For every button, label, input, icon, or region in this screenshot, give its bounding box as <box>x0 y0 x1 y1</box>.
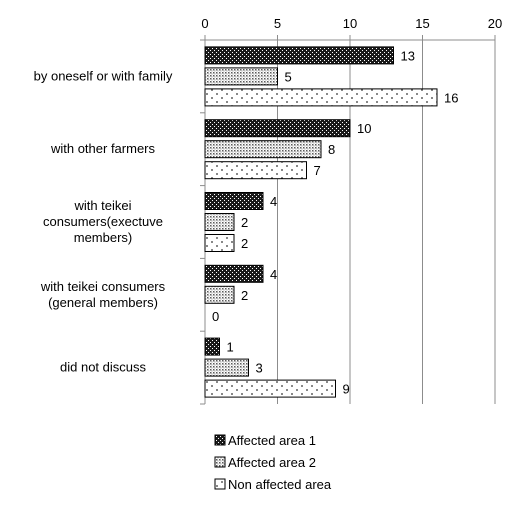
x-tick-label: 5 <box>274 16 281 31</box>
category-label-line: with teikei <box>73 198 131 213</box>
bar <box>204 88 438 107</box>
data-label: 5 <box>285 69 292 84</box>
x-tick-label: 20 <box>488 16 502 31</box>
bar <box>204 285 235 304</box>
legend: Affected area 1 Affected area 2 Non affect… <box>214 433 332 492</box>
legend-swatch <box>214 478 226 490</box>
category-labels: by oneself or with family with other farm… <box>34 68 173 374</box>
data-label: 7 <box>314 163 321 178</box>
category-label: with teikei consumers(exectuve members) <box>43 198 163 245</box>
bar <box>204 46 394 65</box>
x-tick-labels: 0 5 10 15 20 <box>201 16 502 31</box>
data-label: 9 <box>343 382 350 397</box>
bar <box>204 192 264 210</box>
data-label: 2 <box>241 215 248 230</box>
category-label-line: did not discuss <box>60 360 146 375</box>
bar <box>204 140 322 159</box>
category-label: by oneself or with family <box>34 68 173 83</box>
bar <box>204 264 264 283</box>
bar <box>204 161 307 180</box>
x-tick-label: 15 <box>415 16 429 31</box>
category-label: did not discuss <box>60 360 146 375</box>
category-label: with teikei consumers (general members) <box>40 279 166 310</box>
data-label: 3 <box>256 361 263 376</box>
legend-label: Affected area 2 <box>228 455 316 470</box>
data-label: 8 <box>328 142 335 157</box>
bar <box>204 213 235 231</box>
category-label-line: with teikei consumers <box>40 279 166 294</box>
data-label: 13 <box>401 48 415 63</box>
data-label: 4 <box>270 267 277 282</box>
legend-label: Affected area 1 <box>228 433 316 448</box>
legend-swatch <box>214 434 226 446</box>
category-label-line: (general members) <box>48 295 158 310</box>
data-label: 10 <box>357 121 371 136</box>
category-label: with other farmers <box>50 141 156 156</box>
bar <box>204 67 278 86</box>
legend-swatch <box>214 456 226 468</box>
bar <box>204 358 249 377</box>
legend-label: Non affected area <box>228 477 332 492</box>
bar <box>204 234 235 252</box>
category-label-line: members) <box>74 230 133 245</box>
data-label: 1 <box>227 340 234 355</box>
category-label-line: by oneself or with family <box>34 68 173 83</box>
category-label-line: with other farmers <box>50 141 156 156</box>
data-label: 2 <box>241 236 248 251</box>
data-label: 0 <box>212 309 219 324</box>
bar <box>204 337 220 356</box>
category-label-line: consumers(exectuve <box>43 214 163 229</box>
data-label: 4 <box>270 194 277 209</box>
bar <box>204 119 351 138</box>
bar <box>204 379 336 398</box>
x-tick-label: 0 <box>201 16 208 31</box>
x-tick-label: 10 <box>343 16 357 31</box>
data-label: 2 <box>241 288 248 303</box>
bars <box>204 46 438 398</box>
data-label: 16 <box>444 90 458 105</box>
